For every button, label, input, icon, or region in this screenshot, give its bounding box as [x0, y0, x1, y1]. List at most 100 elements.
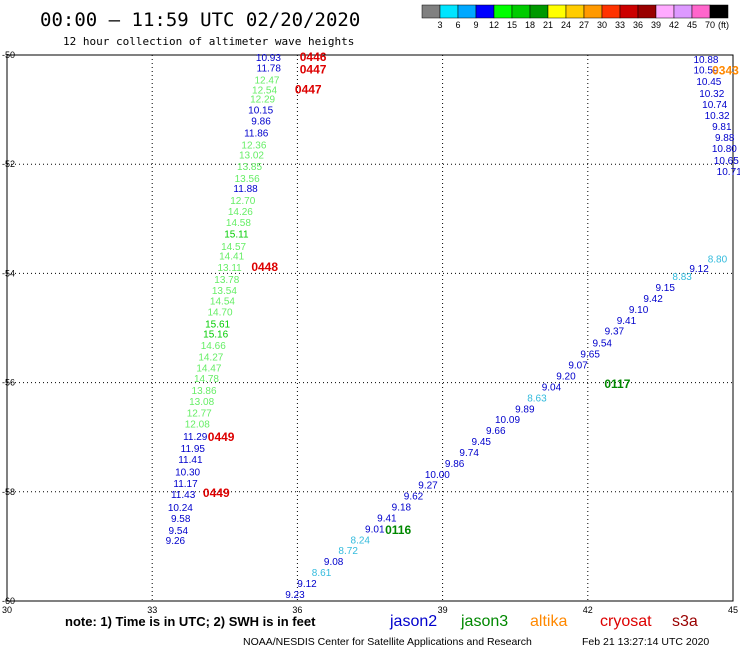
swh-value-label: 11.17: [173, 479, 198, 490]
legend-s3a: s3a: [672, 613, 698, 630]
swh-value-label: 12.54: [252, 85, 277, 96]
y-axis-ticks: -50 -52 -54 -56 -58 -60: [2, 50, 15, 606]
swh-value-label: 9.54: [593, 339, 613, 350]
y-tick-label: -56: [2, 378, 15, 388]
time-label: 0449: [208, 430, 235, 444]
satellite-legend: jason2 jason3 altika cryosat s3a: [389, 613, 698, 630]
swh-value-label: 11.29: [183, 432, 208, 443]
swh-value-label: 15.16: [203, 329, 228, 340]
swh-value-label: 10.65: [714, 156, 739, 167]
colorbar-swatch: [709, 4, 729, 19]
colorbar-tick: 33: [615, 20, 625, 30]
swh-value-label: 12.08: [185, 420, 210, 431]
colorbar-swatch: [601, 4, 621, 19]
y-tick-label: -58: [2, 487, 15, 497]
colorbar-swatch: [655, 4, 675, 19]
swh-value-label: 9.74: [459, 448, 479, 459]
colorbar-tick: 42: [669, 20, 679, 30]
colorbar-tick: 6: [455, 20, 460, 30]
swh-value-label: 10.24: [168, 503, 193, 514]
y-tick-label: -54: [2, 268, 15, 278]
swh-value-label: 13.56: [235, 174, 260, 185]
colorbar-swatch: [619, 4, 639, 19]
swh-value-label: 13.85: [237, 162, 262, 173]
swh-value-label: 9.41: [377, 513, 397, 524]
footer-credit: NOAA/NESDIS Center for Satellite Applica…: [243, 636, 532, 648]
swh-value-label: 10.32: [699, 89, 724, 100]
x-tick-label: 30: [2, 605, 12, 615]
time-label: 0447: [295, 82, 322, 96]
plot-area: 30 33 36 39 42 45 -50-52-54-56-58-60 10.9311.…: [2, 50, 740, 615]
swh-value-label: 9.23: [285, 590, 305, 601]
swh-value-label: 10.30: [175, 468, 200, 479]
swh-value-label: 9.86: [251, 117, 271, 128]
swh-value-label: 10.59: [693, 66, 718, 77]
swh-value-label: 15.11: [224, 230, 249, 241]
colorbar-swatch: [421, 4, 441, 19]
x-tick-label: 45: [728, 605, 738, 615]
time-label: 0343: [712, 63, 739, 77]
swh-value-label: 10.80: [712, 144, 737, 155]
swh-value-label: 14.47: [196, 363, 221, 374]
swh-value-label: 9.01: [365, 524, 385, 535]
swh-value-label: 9.20: [556, 372, 576, 383]
colorbar-swatch: [493, 4, 513, 19]
swh-value-label: 13.02: [239, 150, 264, 161]
swh-value-label: 10.09: [495, 415, 520, 426]
chart-subtitle: 12 hour collection of altimeter wave hei…: [63, 35, 354, 48]
swh-value-label: 9.65: [580, 350, 600, 361]
swh-value-label: 12.29: [250, 95, 275, 106]
swh-value-label: 12.36: [241, 141, 266, 152]
swh-value-label: 11.95: [181, 444, 206, 455]
swh-value-label: 9.86: [445, 459, 465, 470]
swh-value-label: 14.57: [221, 242, 246, 253]
legend-altika: altika: [530, 613, 567, 630]
colorbar-swatch: [511, 4, 531, 19]
x-tick-label: 39: [438, 605, 448, 615]
swh-value-label: 8.80: [708, 255, 728, 266]
time-label: 0447: [300, 63, 327, 77]
swh-value-label: 9.10: [629, 305, 649, 316]
swh-value-label: 9.07: [568, 361, 588, 372]
swh-value-label: 9.45: [472, 437, 492, 448]
legend-cryosat: cryosat: [600, 613, 652, 630]
swh-value-label: 14.66: [201, 341, 226, 352]
swh-value-label: 9.04: [542, 382, 562, 393]
swh-value-label: 10.00: [425, 470, 450, 481]
time-label: 0116: [385, 523, 411, 537]
swh-value-label: 13.11: [217, 263, 242, 274]
y-tick-label: -52: [2, 159, 15, 169]
swh-value-label: 14.54: [210, 297, 235, 308]
swh-value-label: 10.88: [693, 55, 718, 66]
swh-value-label: 14.70: [208, 308, 233, 319]
swh-value-label: 9.41: [617, 316, 637, 327]
swh-value-label: 14.26: [228, 207, 253, 218]
swh-value-label: 12.47: [254, 76, 279, 87]
swh-value-label: 8.83: [672, 272, 692, 283]
colorbar-tick: 24: [561, 20, 571, 30]
x-tick-label: 42: [583, 605, 593, 615]
swh-value-label: 9.08: [324, 557, 344, 568]
swh-value-label: 8.24: [351, 535, 371, 546]
swh-value-label: 8.72: [338, 546, 358, 557]
swh-value-label: 9.81: [712, 122, 732, 133]
legend-jason3: jason3: [460, 613, 508, 630]
swh-value-label: 10.74: [702, 100, 727, 111]
footer-timestamp: Feb 21 13:27:14 UTC 2020: [582, 636, 709, 648]
colorbar-unit: (ft): [718, 20, 729, 30]
colorbar-tick: 27: [579, 20, 589, 30]
swh-value-label: 14.78: [194, 374, 219, 385]
time-label: 0449: [203, 486, 230, 500]
colorbar-swatch: [673, 4, 693, 19]
swh-value-label: 13.86: [192, 386, 217, 397]
colorbar-tick: 45: [687, 20, 697, 30]
colorbar-swatch: [529, 4, 549, 19]
swh-value-label: 8.61: [312, 568, 332, 579]
colorbar-tick: 70: [705, 20, 715, 30]
colorbar-swatch: [583, 4, 603, 19]
swh-value-label: 10.93: [256, 53, 281, 64]
time-label: 0117: [604, 377, 630, 391]
swh-value-label: 12.70: [230, 196, 255, 207]
y-tick-label: -60: [2, 596, 15, 606]
legend-jason2: jason2: [389, 613, 437, 630]
